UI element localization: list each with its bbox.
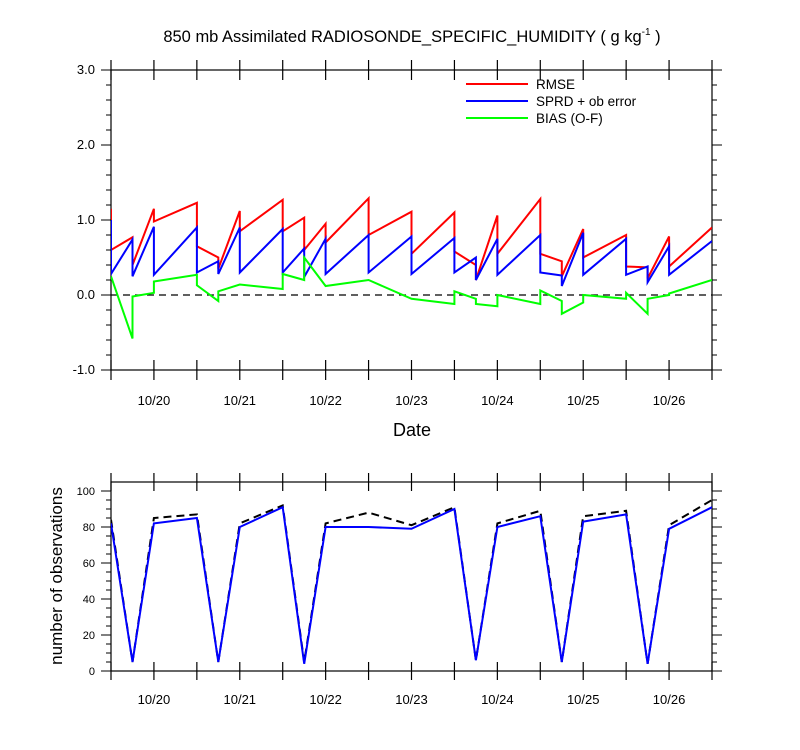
bottom-y-axis-label: number of observations bbox=[47, 487, 66, 665]
x-tick-label: 10/23 bbox=[395, 393, 428, 408]
chart-title-superscript: -1 bbox=[642, 27, 651, 38]
series-line-bias-o-f- bbox=[111, 254, 712, 339]
x-tick-label: 10/21 bbox=[224, 692, 257, 707]
y-tick-label: 2.0 bbox=[77, 137, 95, 152]
x-tick-label: 10/25 bbox=[567, 393, 600, 408]
x-tick-label: 10/24 bbox=[481, 393, 514, 408]
y-tick-label: 60 bbox=[83, 558, 95, 570]
y-tick-label: 0 bbox=[89, 666, 95, 678]
x-tick-label: 10/20 bbox=[138, 692, 171, 707]
observation-count-chart: 0 20 40 60 80 100 10/20 10/21 10/22 10/23 10/24 10/… bbox=[77, 473, 722, 707]
humidity-stats-chart: -1.0 0.0 1.0 2.0 3.0 10/20 10/21 10/22 10/23 10/2… bbox=[73, 60, 722, 408]
y-tick-label: 20 bbox=[83, 630, 95, 642]
chart-title-main: 850 mb Assimilated RADIOSONDE_SPECIFIC_H… bbox=[163, 28, 641, 46]
x-tick-label: 10/21 bbox=[224, 393, 257, 408]
plot-frame bbox=[110, 481, 713, 672]
x-tick-label: 10/22 bbox=[309, 393, 342, 408]
y-tick-label: 100 bbox=[77, 486, 95, 498]
legend-label: SPRD + ob error bbox=[536, 94, 637, 109]
y-tick-label: 3.0 bbox=[77, 62, 95, 77]
x-tick-label: 10/23 bbox=[395, 692, 428, 707]
x-tick-label: 10/20 bbox=[138, 393, 171, 408]
y-tick-label: 40 bbox=[83, 594, 95, 606]
chart-title: 850 mb Assimilated RADIOSONDE_SPECIFIC_H… bbox=[163, 27, 660, 46]
y-tick-label: 0.0 bbox=[77, 287, 95, 302]
legend: RMSE SPRD + ob error BIAS (O-F) bbox=[466, 77, 637, 126]
x-tick-label: 10/22 bbox=[309, 692, 342, 707]
series-line-sprd-ob-error bbox=[111, 220, 712, 287]
top-x-axis-label: Date bbox=[393, 420, 431, 440]
chart-title-suffix: ) bbox=[651, 28, 661, 46]
series-line-possible bbox=[111, 499, 712, 664]
y-tick-label: -1.0 bbox=[73, 362, 95, 377]
y-tick-label: 80 bbox=[83, 522, 95, 534]
x-tick-label: 10/25 bbox=[567, 692, 600, 707]
legend-label: BIAS (O-F) bbox=[536, 111, 603, 126]
legend-label: RMSE bbox=[536, 77, 575, 92]
x-tick-label: 10/26 bbox=[653, 692, 686, 707]
x-tick-label: 10/24 bbox=[481, 692, 514, 707]
x-tick-label: 10/26 bbox=[653, 393, 686, 408]
y-tick-label: 1.0 bbox=[77, 212, 95, 227]
series-line-used bbox=[111, 505, 712, 664]
